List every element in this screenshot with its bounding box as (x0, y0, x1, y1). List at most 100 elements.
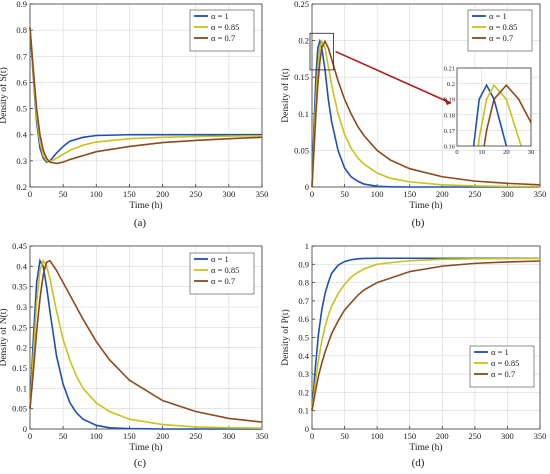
x-tick-label: 300 (222, 189, 235, 199)
panel-c: 0 50 100 150 200 250 300 350 0 0.05 0.1 0.15 0.2 0.25… (0, 241, 268, 469)
y-tick-label: 0.3 (16, 302, 27, 312)
y-tick-label: 0.1 (16, 383, 27, 393)
series-line-alpha_085 (29, 27, 263, 163)
legend: α = 1α = 0.85α = 0.7 (189, 9, 255, 52)
legend-label: α = 1 (211, 254, 229, 264)
x-tick-label: 300 (501, 431, 514, 441)
legend-label: α = 0.7 (489, 33, 513, 43)
inset-x-tick-label: 0 (455, 149, 458, 156)
x-tick-label: 0 (310, 431, 314, 441)
y-axis-label: Density of N(t) (0, 308, 9, 366)
x-tick-label: 100 (90, 189, 103, 199)
y-tick-label: 0.4 (298, 351, 309, 361)
plot-frame (311, 245, 541, 430)
inset-x-tick-label: 20 (503, 149, 510, 156)
y-tick-label: 0.15 (12, 363, 27, 373)
legend-label: α = 1 (489, 11, 507, 21)
inset-y-tick-label: 0.16 (444, 144, 456, 151)
inset-background (457, 68, 531, 146)
legend-label: α = 0.85 (489, 22, 517, 32)
y-tick-label: 0.05 (294, 145, 309, 155)
legend: α = 1α = 0.85α = 0.7 (467, 9, 533, 52)
x-tick-label: 200 (156, 189, 169, 199)
inset-y-tick-label: 0.19 (444, 97, 455, 104)
y-tick-label: 0.6 (16, 77, 27, 87)
inset-frame (456, 67, 532, 147)
legend-label: α = 0.7 (211, 276, 235, 286)
x-axis-label: Time (h) (129, 442, 162, 453)
legend-label: α = 1 (211, 11, 229, 21)
series-line-alpha_07 (311, 39, 541, 188)
x-tick-label: 150 (123, 189, 136, 199)
zoom-arrow-head (443, 97, 451, 106)
panel-a: 0 50 100 150 200 250 300 350 0.2 0.3 0.4 0.5 0.6 0.7 0… (0, 0, 268, 229)
x-tick-label: 100 (371, 431, 384, 441)
inset-y-tick-label: 0.17 (444, 128, 456, 135)
legend: α = 1α = 0.85α = 0.7 (189, 252, 255, 295)
y-tick-label: 0.6 (298, 314, 309, 324)
y-tick-label: 0.4 (16, 130, 27, 140)
x-tick-label: 250 (189, 189, 202, 199)
series-line-alpha_085 (311, 257, 541, 411)
y-tick-label: 0.2 (16, 343, 27, 353)
y-tick-label: 0.9 (298, 259, 309, 269)
y-tick-label: 0.35 (12, 282, 27, 292)
inset-series-line-alpha_085 (477, 83, 522, 146)
panel-caption: (b) (412, 217, 425, 229)
series-line-alpha_1 (311, 38, 540, 188)
legend-label: α = 0.7 (211, 33, 235, 43)
legend-label: α = 0.7 (491, 369, 515, 379)
inset-x-tick-label: 10 (478, 149, 485, 156)
inset-y-tick-label: 0.2 (447, 81, 455, 88)
panel-caption: (a) (134, 217, 147, 229)
x-tick-label: 350 (256, 431, 269, 441)
y-tick-label: 0.9 (16, 0, 27, 9)
y-tick-label: 1 (305, 241, 309, 251)
x-tick-label: 250 (468, 189, 481, 199)
x-tick-label: 150 (403, 189, 416, 199)
y-tick-label: 0.45 (12, 241, 27, 251)
legend: α = 1α = 0.85α = 0.7 (469, 345, 535, 388)
y-tick-label: 0.2 (298, 387, 309, 397)
x-tick-label: 200 (436, 189, 449, 199)
x-tick-label: 100 (90, 431, 103, 441)
y-axis-label: Density of P(t) (280, 309, 291, 365)
x-axis-label: Time (h) (409, 200, 442, 211)
x-tick-label: 50 (59, 431, 68, 441)
y-tick-label: 0.05 (12, 404, 27, 414)
y-tick-label: 0.5 (16, 104, 27, 114)
series-line-alpha_085 (311, 39, 541, 188)
y-tick-label: 0 (305, 424, 309, 434)
legend-label: α = 0.85 (211, 265, 239, 275)
series-line-alpha_07 (311, 260, 541, 411)
y-tick-label: 0 (23, 424, 27, 434)
y-tick-label: 0.25 (294, 0, 309, 9)
y-axis-label: Density of S(t) (0, 67, 9, 123)
x-tick-label: 250 (189, 431, 202, 441)
legend-label: α = 1 (491, 347, 509, 357)
x-tick-label: 0 (28, 189, 32, 199)
y-tick-label: 0.5 (298, 333, 309, 343)
inset-y-tick-label: 0.18 (444, 112, 455, 119)
y-tick-label: 0.1 (298, 406, 309, 416)
y-tick-label: 0.3 (16, 156, 27, 166)
y-tick-label: 0.8 (298, 278, 309, 288)
zoom-region-box (309, 32, 334, 71)
x-axis-label: Time (h) (409, 442, 442, 453)
inset-plot: 0.16 0.17 0.18 0.19 0.2 0.21 0 10 20 30 (444, 66, 535, 157)
x-tick-label: 100 (371, 189, 384, 199)
x-tick-label: 50 (340, 189, 349, 199)
zoom-arrow (335, 50, 452, 104)
series-line-alpha_1 (311, 257, 540, 411)
y-tick-label: 0.3 (298, 369, 309, 379)
inset-y-tick-label: 0.21 (444, 66, 455, 73)
y-tick-label: 0.2 (298, 36, 309, 46)
y-tick-label: 0.7 (298, 296, 309, 306)
panel-d: 0 50 100 150 200 250 300 350 0 0.1 0.2 0.3 0.4 0.5 0.6… (280, 241, 546, 469)
plot-frame (29, 3, 263, 188)
x-tick-label: 350 (256, 189, 269, 199)
panel-caption: (d) (412, 457, 425, 469)
legend-label: α = 0.85 (491, 358, 519, 368)
y-tick-label: 0.4 (16, 261, 27, 271)
x-tick-label: 300 (501, 189, 514, 199)
